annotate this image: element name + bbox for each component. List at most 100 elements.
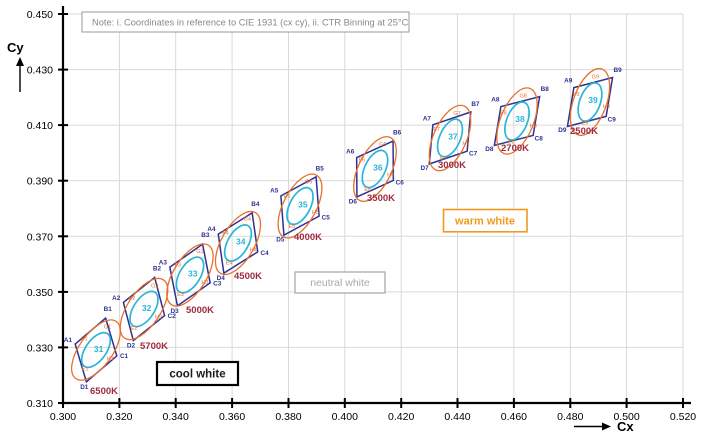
svg-text:C6: C6 [396, 179, 405, 186]
svg-text:A5: A5 [270, 187, 279, 194]
svg-text:4500K: 4500K [234, 271, 262, 282]
svg-text:0.420: 0.420 [388, 411, 414, 423]
svg-text:D4: D4 [217, 275, 226, 282]
svg-text:F6: F6 [359, 158, 366, 164]
svg-text:H9: H9 [603, 104, 610, 110]
svg-text:0.480: 0.480 [557, 411, 583, 423]
svg-text:0.430: 0.430 [27, 65, 53, 77]
svg-text:F7: F7 [433, 127, 440, 133]
svg-text:5700K: 5700K [140, 341, 168, 352]
svg-text:D8: D8 [485, 146, 494, 153]
svg-text:33: 33 [188, 269, 198, 279]
svg-text:0.410: 0.410 [27, 120, 53, 132]
svg-text:4000K: 4000K [294, 232, 322, 243]
svg-text:B9: B9 [614, 67, 623, 74]
svg-text:D3: D3 [171, 308, 180, 315]
svg-text:0.390: 0.390 [27, 176, 53, 188]
svg-text:neutral white: neutral white [310, 277, 370, 289]
svg-text:Cx: Cx [617, 419, 634, 434]
svg-text:H5: H5 [312, 210, 319, 216]
svg-text:A2: A2 [112, 295, 121, 302]
svg-text:2500K: 2500K [570, 126, 598, 137]
svg-text:0.320: 0.320 [106, 411, 132, 423]
svg-text:F2: F2 [129, 296, 136, 302]
svg-text:C5: C5 [322, 215, 331, 222]
svg-text:0.300: 0.300 [50, 411, 76, 423]
svg-text:D9: D9 [558, 127, 567, 134]
svg-text:B3: B3 [201, 232, 210, 239]
svg-text:F5: F5 [284, 194, 291, 200]
svg-text:35: 35 [298, 199, 308, 209]
svg-text:A6: A6 [346, 149, 355, 156]
svg-text:0.450: 0.450 [27, 9, 53, 21]
svg-text:G5: G5 [305, 179, 312, 185]
svg-text:B4: B4 [251, 201, 260, 208]
svg-text:A7: A7 [423, 115, 432, 122]
svg-text:warm white: warm white [454, 216, 515, 228]
svg-text:H6: H6 [387, 173, 394, 179]
svg-text:B5: B5 [316, 165, 325, 172]
svg-text:Note: i. Coordinates in refere: Note: i. Coordinates in reference to CIE… [92, 18, 409, 28]
svg-text:D6: D6 [349, 198, 358, 205]
svg-text:D7: D7 [420, 165, 429, 172]
svg-text:0.340: 0.340 [163, 411, 189, 423]
svg-text:0.370: 0.370 [27, 231, 53, 243]
svg-text:C7: C7 [469, 151, 478, 158]
svg-text:A1: A1 [64, 337, 73, 344]
svg-text:0.460: 0.460 [501, 411, 527, 423]
svg-text:G3: G3 [196, 249, 203, 255]
svg-text:E5: E5 [289, 224, 296, 230]
svg-text:F3: F3 [174, 262, 181, 268]
svg-text:A3: A3 [159, 260, 168, 267]
svg-text:C8: C8 [535, 135, 544, 142]
svg-text:G9: G9 [592, 74, 599, 80]
svg-text:39: 39 [588, 95, 598, 105]
svg-text:B6: B6 [393, 130, 402, 137]
svg-text:cool white: cool white [169, 369, 225, 381]
svg-text:C4: C4 [260, 250, 269, 257]
svg-text:3500K: 3500K [367, 193, 395, 204]
svg-text:C1: C1 [120, 353, 129, 360]
svg-text:G1: G1 [104, 325, 111, 331]
svg-text:G4: G4 [244, 217, 251, 223]
svg-text:G8: G8 [519, 94, 526, 100]
svg-text:E4: E4 [226, 260, 233, 266]
svg-text:D5: D5 [276, 237, 285, 244]
svg-text:0.360: 0.360 [219, 411, 245, 423]
svg-text:0.440: 0.440 [444, 411, 470, 423]
svg-text:3000K: 3000K [438, 160, 466, 171]
svg-text:E3: E3 [177, 292, 184, 298]
svg-text:D1: D1 [80, 384, 89, 391]
svg-text:B7: B7 [471, 101, 480, 108]
svg-text:32: 32 [142, 303, 152, 313]
svg-text:F8: F8 [500, 110, 507, 116]
svg-text:0.400: 0.400 [332, 411, 358, 423]
svg-text:38: 38 [515, 114, 525, 124]
svg-text:A9: A9 [564, 78, 573, 85]
svg-text:H1: H1 [107, 356, 114, 362]
svg-text:0.350: 0.350 [27, 287, 53, 299]
svg-text:B1: B1 [104, 306, 113, 313]
svg-text:H3: H3 [201, 280, 208, 286]
svg-text:0.330: 0.330 [27, 342, 53, 354]
svg-text:F9: F9 [573, 92, 580, 98]
svg-text:36: 36 [373, 162, 383, 172]
svg-text:H4: H4 [250, 248, 257, 254]
svg-text:H7: H7 [462, 141, 469, 147]
svg-text:D2: D2 [127, 343, 136, 350]
svg-text:E2: E2 [130, 326, 137, 332]
svg-text:2700K: 2700K [501, 143, 529, 154]
svg-text:H8: H8 [530, 124, 537, 130]
svg-text:B8: B8 [541, 86, 550, 93]
svg-text:G2: G2 [151, 283, 158, 289]
svg-text:0.380: 0.380 [275, 411, 301, 423]
svg-text:5000K: 5000K [186, 305, 214, 316]
svg-text:0.520: 0.520 [670, 411, 696, 423]
svg-text:G6: G6 [379, 142, 386, 148]
svg-text:37: 37 [448, 131, 458, 141]
svg-text:A8: A8 [491, 97, 500, 104]
svg-text:6500K: 6500K [90, 386, 118, 397]
svg-text:A4: A4 [207, 226, 216, 233]
svg-text:31: 31 [94, 344, 104, 354]
svg-text:C9: C9 [608, 116, 617, 123]
